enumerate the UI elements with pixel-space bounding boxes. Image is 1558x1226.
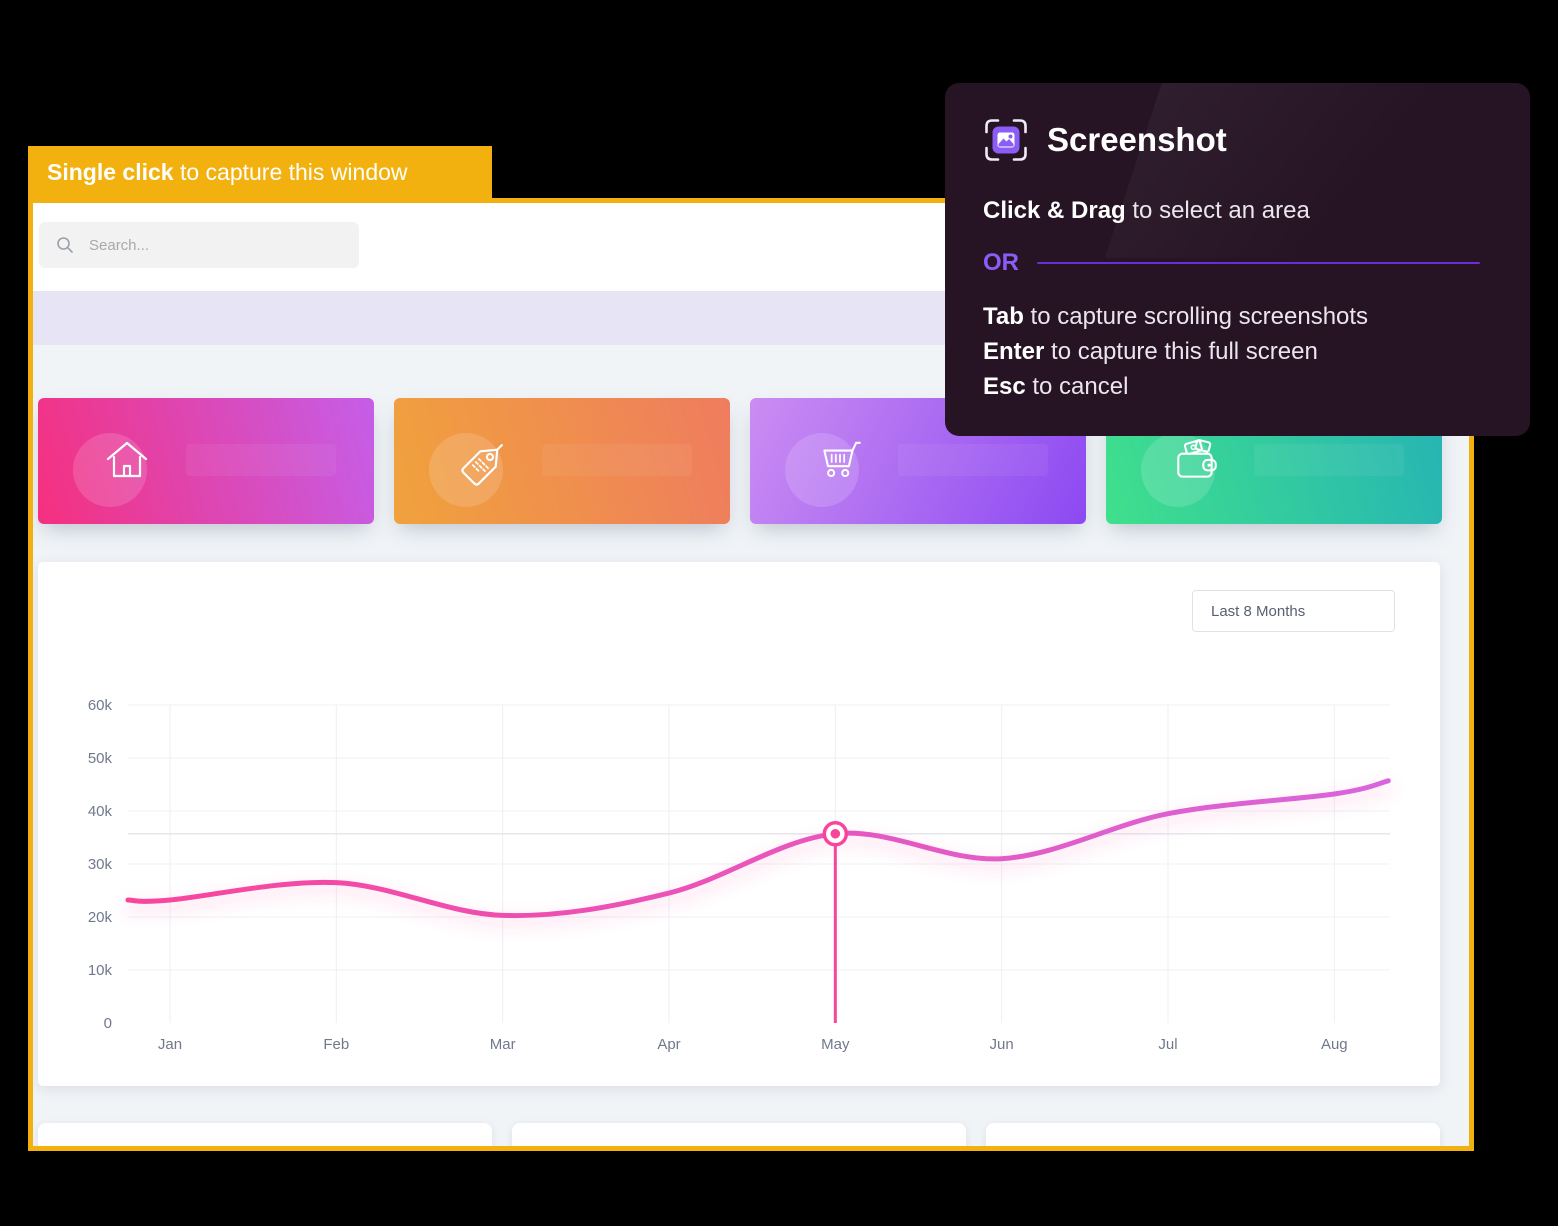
svg-text:Aug: Aug (1321, 1036, 1348, 1053)
svg-text:May: May (821, 1036, 850, 1053)
traffic-chart-card: Last 8 Months 0 10k 20k 30k 40k 50k 60k Jan Feb M… (38, 562, 1440, 1086)
icon-halo (73, 433, 147, 507)
highlight-marker (822, 821, 849, 847)
svg-text:Jan: Jan (158, 1036, 182, 1053)
search-box[interactable] (39, 222, 359, 268)
screenshot-icon (985, 119, 1027, 161)
bottom-card (38, 1123, 492, 1146)
svg-text:Apr: Apr (657, 1036, 680, 1053)
chart-range-label: Last 8 Months (1211, 602, 1306, 620)
line-chart: 0 10k 20k 30k 40k 50k 60k Jan Feb Mar Apr May Jun Jul… (88, 697, 1391, 1053)
tag-icon (461, 444, 503, 486)
svg-text:Jun: Jun (990, 1036, 1014, 1053)
shortcut-enter: Enter to capture this full screen (983, 338, 1318, 365)
svg-text:50k: 50k (88, 750, 113, 767)
chart-range-selector[interactable]: Last 8 Months (1192, 590, 1395, 632)
shortcut-esc: Esc to cancel (983, 373, 1129, 400)
svg-text:Feb: Feb (323, 1036, 349, 1053)
search-input[interactable] (87, 235, 327, 255)
svg-text:20k: 20k (88, 909, 113, 926)
svg-text:30k: 30k (88, 856, 113, 873)
stat-card-tag[interactable] (394, 398, 730, 524)
panel-title: Screenshot (1047, 121, 1227, 158)
svg-text:Jul: Jul (1158, 1036, 1177, 1053)
shortcut-tab: Tab to capture scrolling screenshots (983, 303, 1369, 330)
capture-banner-bold: Single click (47, 158, 174, 185)
card-text-placeholder (1254, 444, 1404, 476)
divider-line (1037, 262, 1480, 264)
wallet-icon (1177, 438, 1217, 478)
svg-text:10k: 10k (88, 962, 113, 979)
bottom-card (986, 1123, 1440, 1146)
cart-icon (823, 441, 861, 478)
or-label: OR (983, 249, 1019, 276)
bottom-card (512, 1123, 966, 1146)
stat-card-home[interactable] (38, 398, 374, 524)
capture-banner[interactable]: Single click to capture this window (28, 146, 492, 198)
card-text-placeholder (898, 444, 1048, 476)
drag-instruction: Click & Drag to select an area (983, 197, 1310, 224)
svg-text:60k: 60k (88, 697, 113, 714)
or-divider: OR (983, 249, 1480, 277)
card-text-placeholder (186, 444, 336, 476)
search-icon (57, 237, 73, 253)
icon-halo (429, 433, 503, 507)
screenshot-helper-panel: Screenshot Click & Drag to select an are… (945, 83, 1530, 436)
capture-banner-rest: to capture this window (173, 158, 408, 185)
home-icon (106, 441, 148, 478)
svg-text:40k: 40k (88, 803, 113, 820)
shortcut-list: Tab to capture scrolling screenshots Ent… (983, 299, 1480, 404)
svg-text:Mar: Mar (490, 1036, 516, 1053)
card-text-placeholder (542, 444, 692, 476)
svg-text:0: 0 (104, 1015, 112, 1032)
